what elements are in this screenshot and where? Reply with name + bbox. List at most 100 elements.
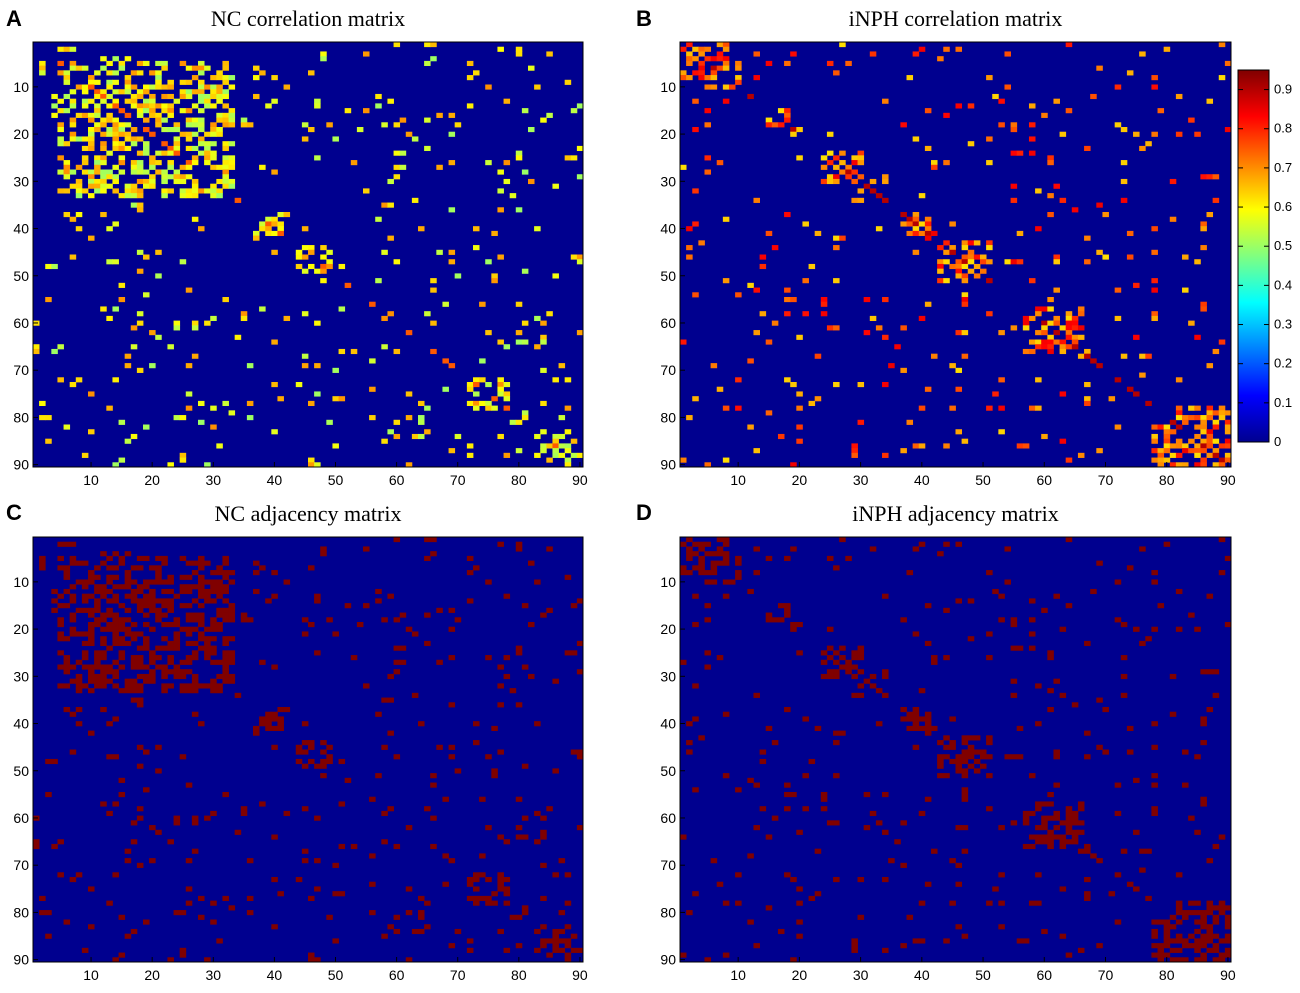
heatmap-cell: [301, 311, 309, 317]
heatmap-cell: [39, 70, 46, 76]
heatmap-cell: [576, 174, 584, 180]
heatmap-cell: [753, 330, 760, 336]
heatmap-cell: [332, 631, 339, 637]
heatmap-cell: [179, 584, 187, 590]
heatmap-cell: [765, 905, 773, 911]
heatmap-cell: [57, 122, 64, 128]
heatmap-cell: [363, 603, 370, 609]
heatmap-cell: [130, 678, 138, 684]
heatmap-cell: [228, 122, 236, 128]
heatmap-cell: [503, 344, 511, 350]
heatmap-cell: [1041, 825, 1048, 831]
heatmap-cell: [820, 650, 828, 656]
heatmap-cell: [1157, 947, 1165, 953]
heatmap-cell: [332, 938, 339, 944]
heatmap-cell: [790, 127, 797, 133]
heatmap-cell: [118, 617, 126, 623]
heatmap-cell: [375, 773, 382, 779]
heatmap-cell: [69, 678, 77, 684]
heatmap-cell: [240, 122, 248, 128]
heatmap-cell: [191, 570, 199, 576]
heatmap-cell: [1010, 127, 1018, 133]
heatmap-cell: [112, 598, 119, 604]
heatmap-cell: [1016, 150, 1024, 156]
heatmap-cell: [1206, 405, 1214, 411]
heatmap-cell: [155, 655, 162, 661]
heatmap-cell: [393, 164, 401, 170]
heatmap-cell: [155, 565, 162, 571]
heatmap-cell: [564, 377, 572, 383]
heatmap-cell: [418, 914, 425, 920]
heatmap-cell: [430, 278, 437, 284]
heatmap-cell: [63, 669, 71, 675]
heatmap-cell: [1071, 829, 1079, 835]
heatmap-cell: [136, 103, 144, 109]
heatmap-cell: [998, 98, 1005, 104]
heatmap-cells: [680, 42, 1232, 468]
heatmap-cell: [136, 188, 144, 194]
heatmap-cell: [216, 683, 223, 689]
x-tick-label: 60: [389, 967, 405, 983]
heatmap-cell: [136, 862, 144, 868]
heatmap-cell: [777, 108, 785, 114]
heatmap-cell: [442, 881, 449, 887]
heatmap-cell: [1151, 131, 1158, 137]
heatmap-cell: [1102, 749, 1109, 755]
heatmap-cell: [320, 254, 327, 260]
heatmap-cell: [820, 806, 828, 812]
heatmap-cell: [1194, 754, 1201, 760]
heatmap-cell: [1151, 810, 1158, 817]
heatmap-cell: [271, 216, 278, 222]
heatmap-cell: [515, 207, 523, 213]
heatmap-cell: [88, 131, 95, 137]
heatmap-cell: [796, 127, 803, 133]
heatmap-cell: [277, 721, 284, 727]
heatmap-cell: [448, 754, 456, 760]
heatmap-cell: [149, 155, 156, 161]
heatmap-cell: [332, 136, 339, 142]
heatmap-cell: [369, 910, 376, 916]
heatmap-cell: [161, 93, 168, 100]
heatmap-cell: [326, 617, 333, 623]
heatmap-cell: [94, 607, 101, 613]
heatmap-cell: [405, 825, 413, 831]
heatmap-cell: [204, 462, 211, 468]
heatmap-cell: [448, 943, 456, 949]
heatmap-cell: [75, 721, 83, 727]
heatmap-cell: [222, 183, 229, 189]
heatmap-cell: [986, 631, 993, 637]
heatmap-cell: [1200, 669, 1207, 675]
heatmap-cell: [790, 546, 797, 552]
heatmap-cell: [118, 193, 126, 199]
heatmap-cell: [826, 325, 834, 331]
heatmap-cell: [271, 877, 278, 883]
heatmap-cell: [265, 221, 272, 227]
heatmap-cell: [430, 537, 437, 543]
heatmap-cell: [912, 216, 920, 222]
heatmap-cell: [100, 306, 107, 312]
heatmap-cell: [130, 928, 138, 935]
heatmap-cell: [332, 396, 339, 402]
heatmap-cell: [1175, 872, 1183, 878]
heatmap-cell: [405, 131, 413, 137]
heatmap-cell: [393, 174, 401, 180]
heatmap-cell: [1200, 924, 1207, 930]
heatmap-cell: [1200, 448, 1207, 454]
heatmap-cell: [961, 353, 969, 359]
heatmap-cell: [161, 622, 168, 628]
heatmap-cell: [405, 415, 413, 421]
heatmap-cell: [857, 174, 865, 180]
heatmap-cell: [1022, 938, 1030, 944]
heatmap-cell: [771, 815, 779, 821]
heatmap-cell: [204, 141, 211, 147]
heatmap-cell: [540, 367, 547, 373]
heatmap-cell: [1175, 910, 1183, 916]
heatmap-cell: [998, 617, 1005, 623]
heatmap-cell: [1114, 287, 1122, 293]
heatmap-cell: [1157, 919, 1165, 925]
heatmap-cell: [1224, 555, 1232, 562]
heatmap-cell: [210, 636, 217, 642]
heatmap-cell: [753, 692, 760, 698]
heatmap-cell: [179, 178, 187, 185]
colorbar-tick-label: 0.1: [1274, 395, 1292, 410]
